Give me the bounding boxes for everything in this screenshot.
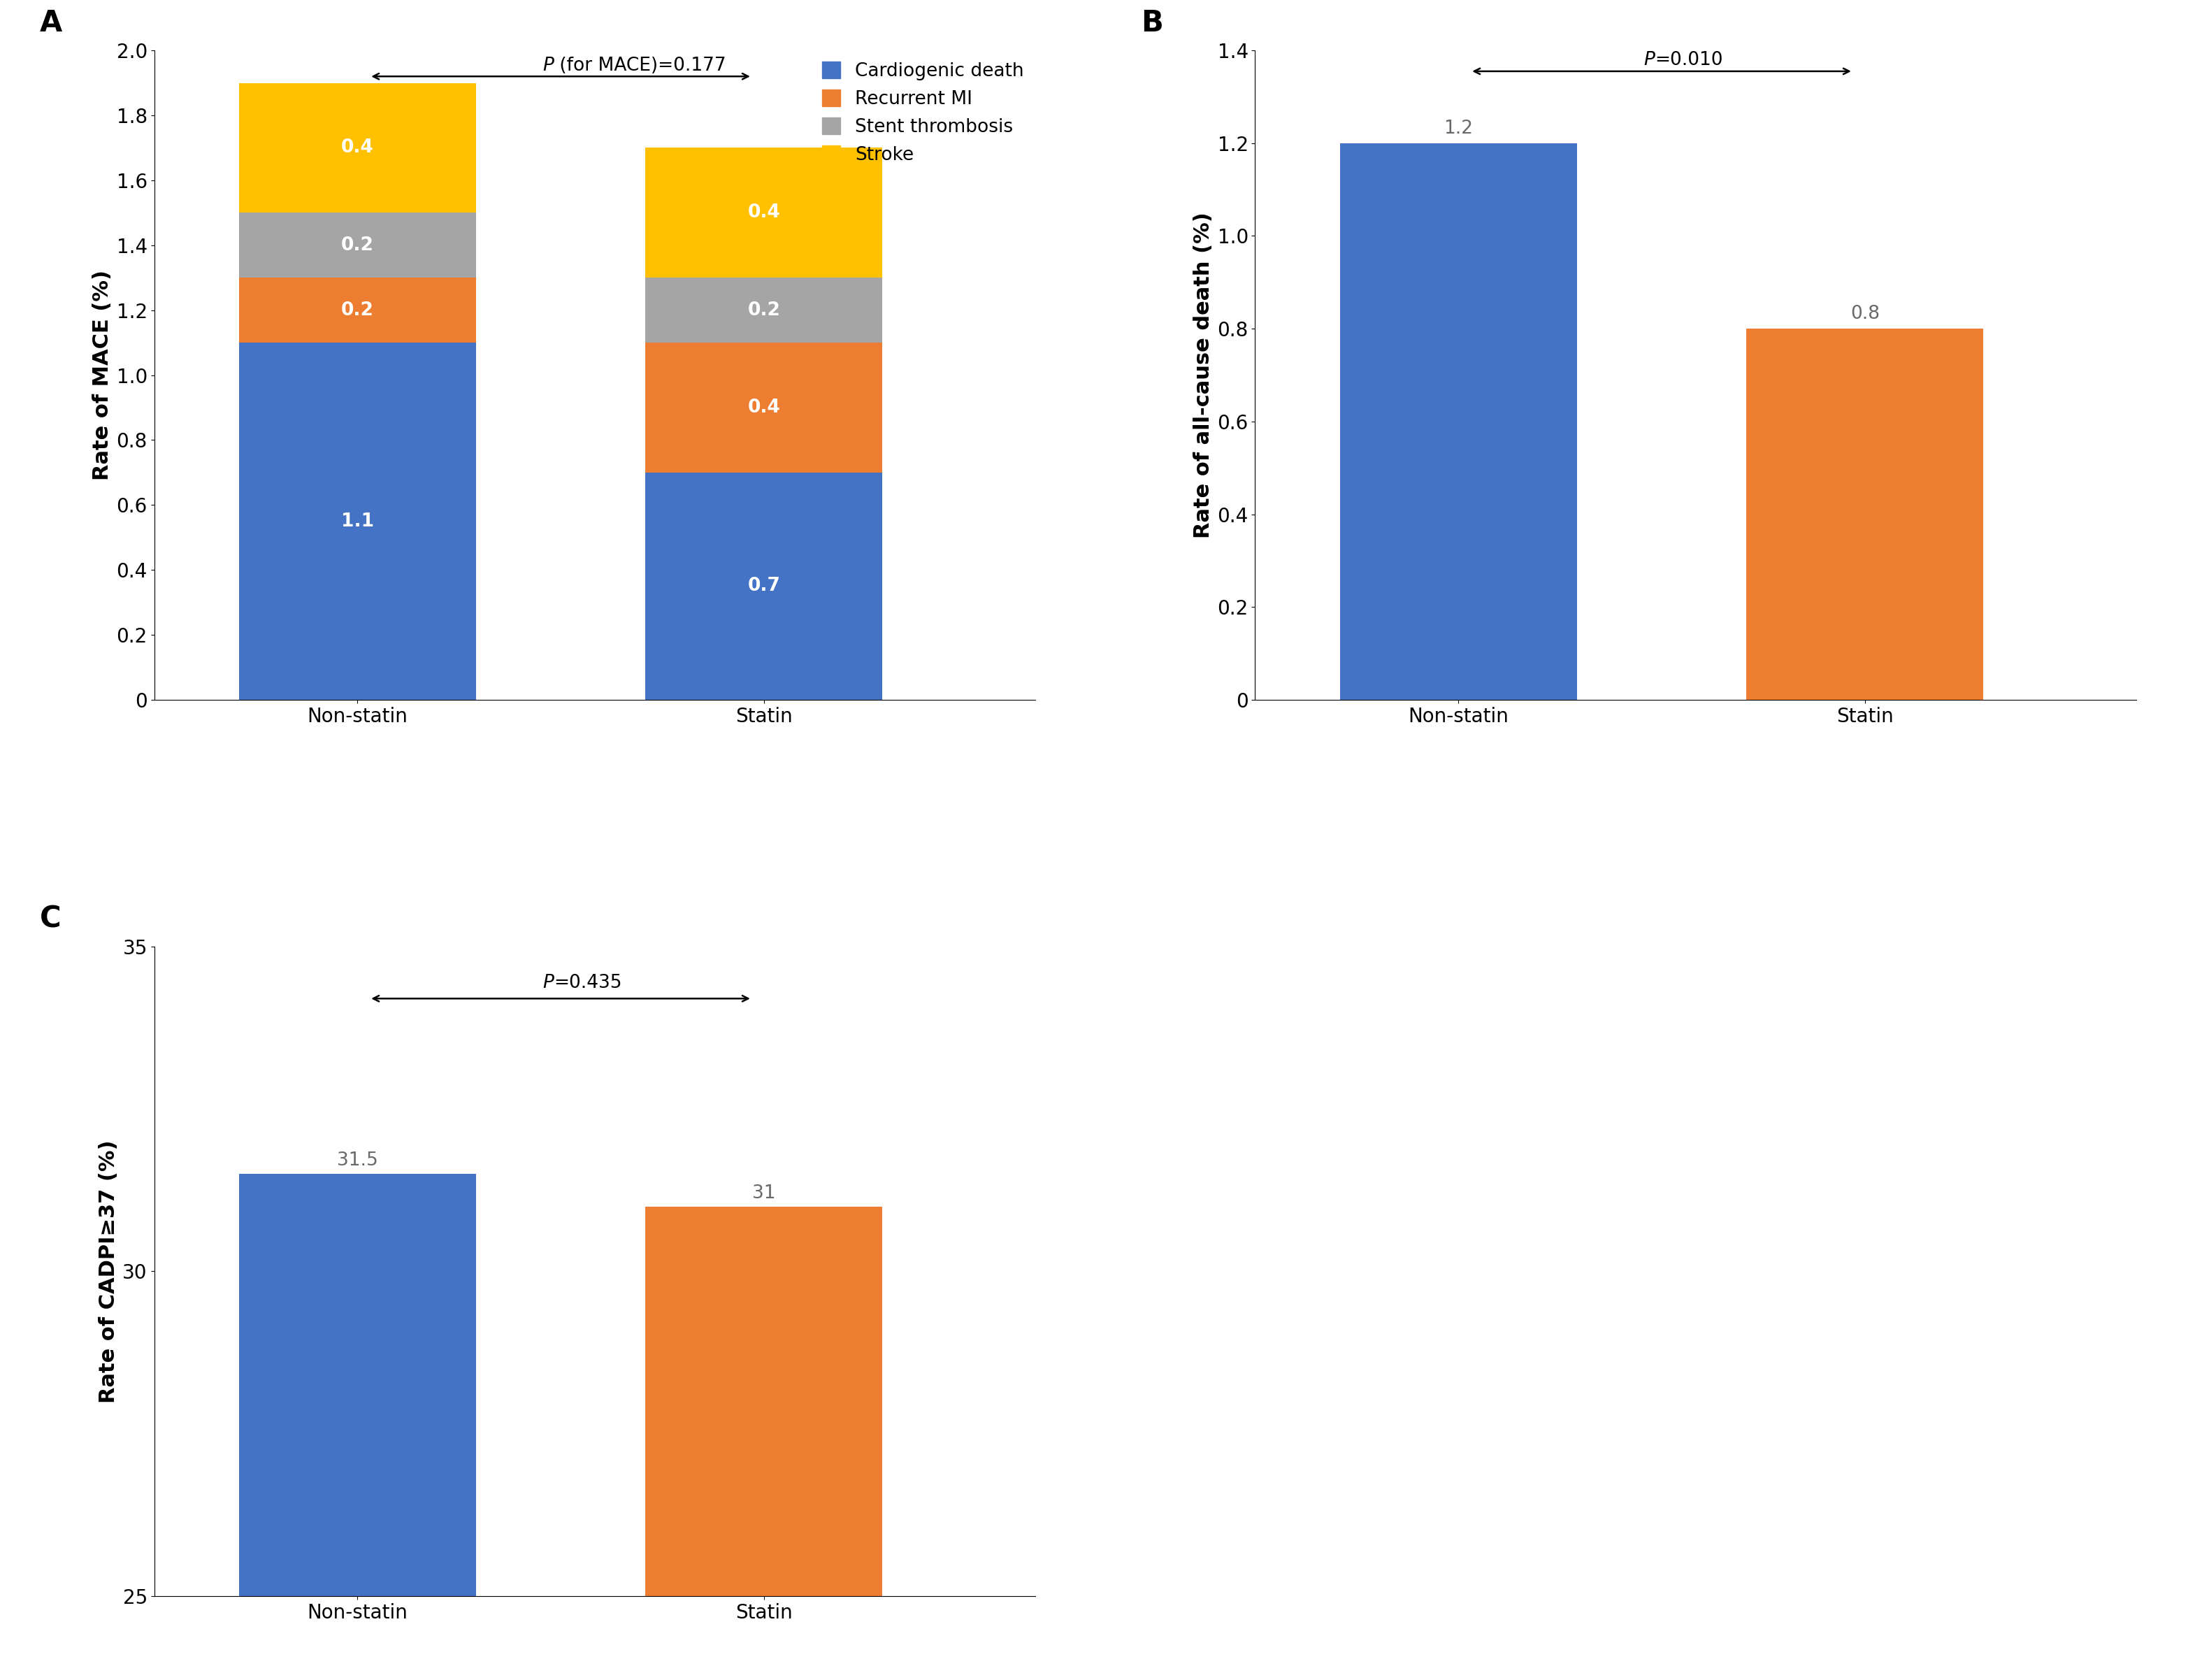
Text: 31: 31 xyxy=(753,1184,775,1203)
Text: P: P xyxy=(542,974,555,993)
Text: C: C xyxy=(40,904,62,934)
Bar xyxy=(238,277,476,343)
Y-axis label: Rate of MACE (%): Rate of MACE (%) xyxy=(92,270,112,480)
Text: 0.7: 0.7 xyxy=(746,576,780,595)
Bar xyxy=(645,277,883,343)
Text: 0.4: 0.4 xyxy=(341,139,374,156)
Bar xyxy=(645,1206,883,1680)
Bar xyxy=(645,343,883,472)
Text: 1.1: 1.1 xyxy=(341,512,374,531)
Text: 0.2: 0.2 xyxy=(746,301,780,319)
Text: 1.2: 1.2 xyxy=(1445,119,1473,138)
Bar xyxy=(1746,329,1984,701)
Bar xyxy=(238,1174,476,1680)
Text: 0.4: 0.4 xyxy=(749,203,780,222)
Bar xyxy=(645,148,883,277)
Text: 0.4: 0.4 xyxy=(749,398,780,417)
Text: B: B xyxy=(1141,8,1163,37)
Bar xyxy=(645,472,883,701)
Legend: Cardiogenic death, Recurrent MI, Stent thrombosis, Stroke: Cardiogenic death, Recurrent MI, Stent t… xyxy=(815,54,1031,171)
Text: P: P xyxy=(1643,52,1656,69)
Text: 0.2: 0.2 xyxy=(341,301,374,319)
Text: A: A xyxy=(40,8,62,37)
Bar xyxy=(238,82,476,213)
Y-axis label: Rate of CADPI≥37 (%): Rate of CADPI≥37 (%) xyxy=(99,1139,119,1403)
Bar xyxy=(238,343,476,701)
Text: =0.010: =0.010 xyxy=(1656,52,1722,69)
Text: (for MACE)=0.177: (for MACE)=0.177 xyxy=(555,57,727,74)
Text: P: P xyxy=(542,57,555,74)
Bar xyxy=(238,213,476,277)
Text: 31.5: 31.5 xyxy=(337,1152,379,1169)
Y-axis label: Rate of all-cause death (%): Rate of all-cause death (%) xyxy=(1193,212,1213,538)
Text: 0.8: 0.8 xyxy=(1850,306,1881,323)
Bar xyxy=(1339,143,1577,701)
Text: 0.2: 0.2 xyxy=(341,237,374,254)
Text: =0.435: =0.435 xyxy=(555,974,621,993)
